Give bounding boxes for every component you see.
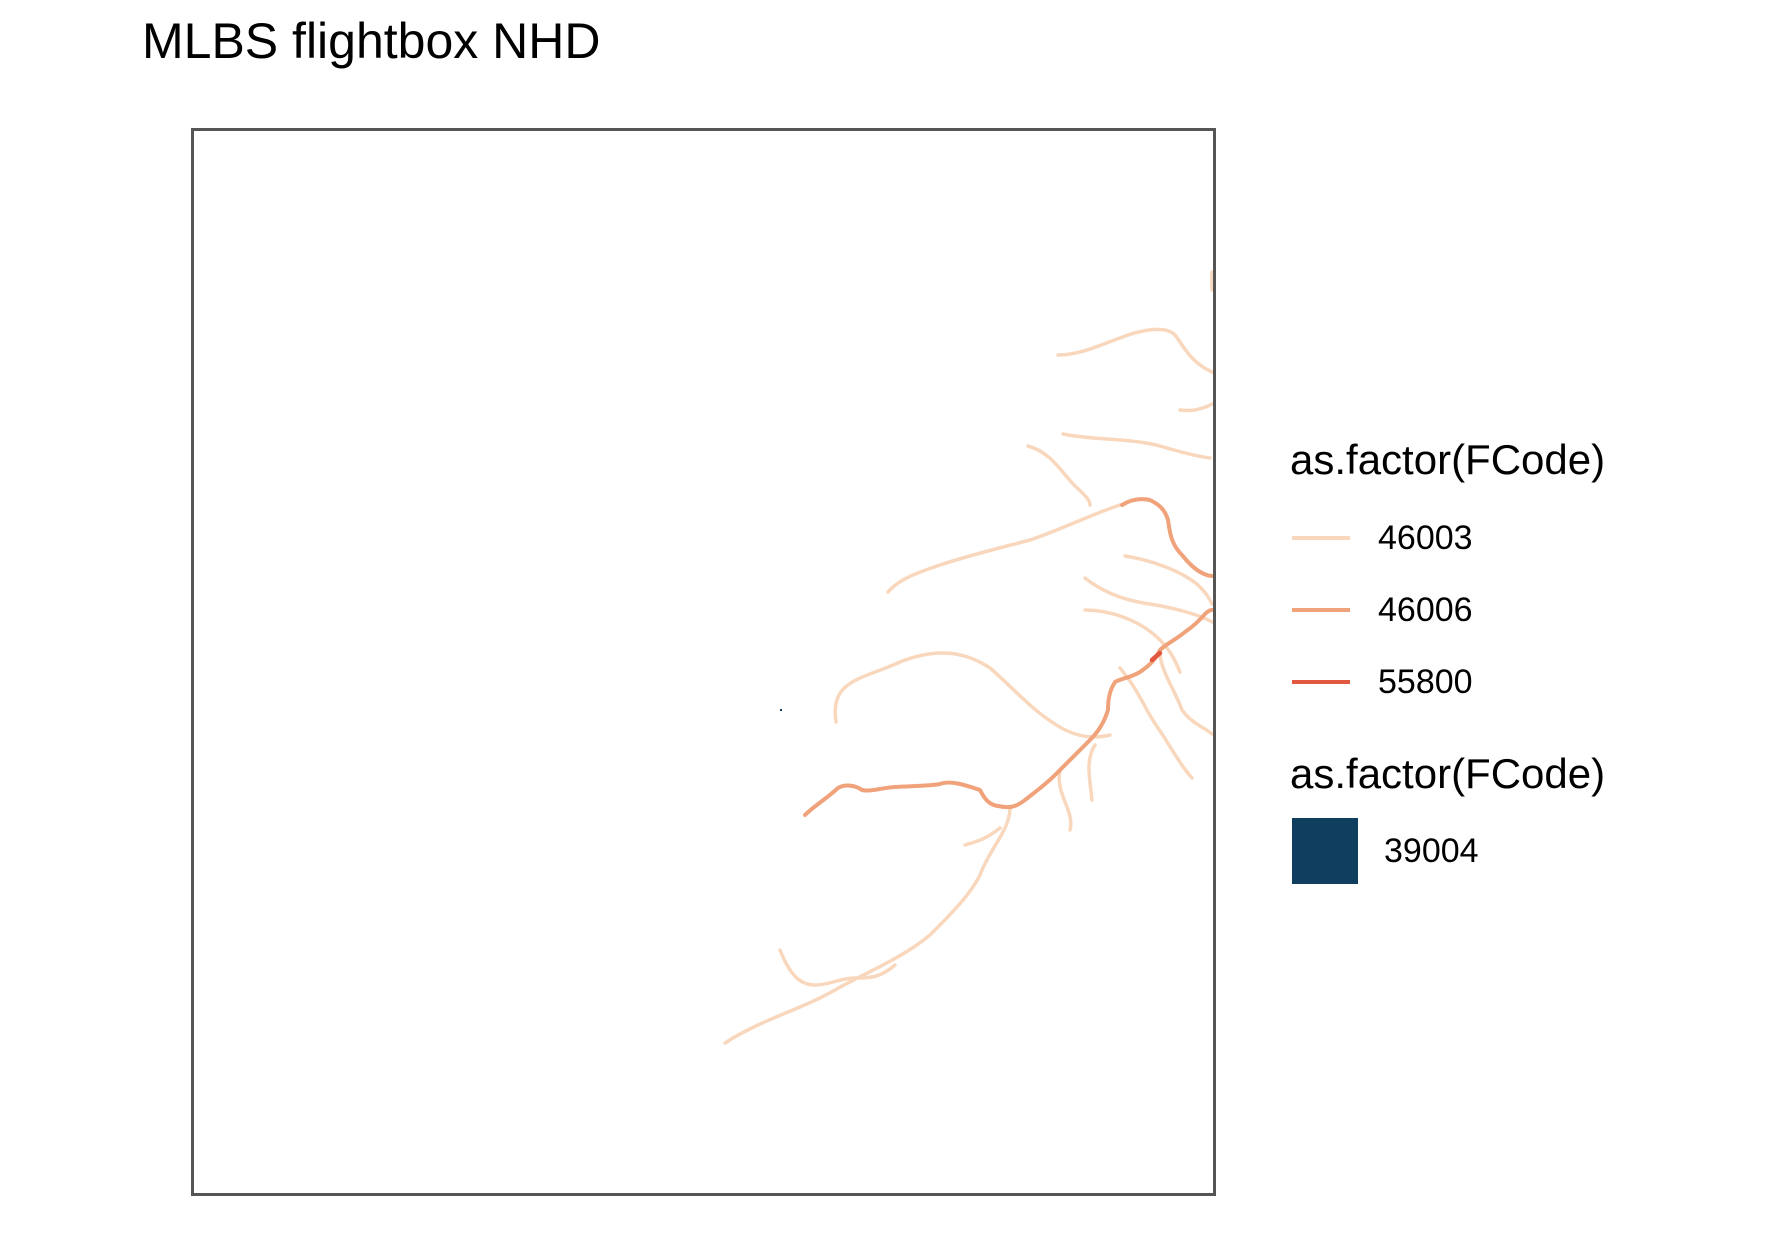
legend-key-swatch — [1292, 818, 1358, 884]
stream-46003 — [1083, 576, 1214, 624]
stream-46003 — [1083, 608, 1182, 674]
streams-55800 — [1149, 650, 1163, 663]
legend-item-46003: 46003 — [1292, 508, 1473, 568]
stream-46006 — [803, 608, 1214, 817]
stream-46003 — [723, 806, 1012, 1045]
stream-46003 — [1026, 444, 1092, 507]
streams-46003 — [723, 270, 1214, 1045]
stream-46003 — [1123, 554, 1214, 606]
stream-46003 — [1061, 432, 1212, 460]
stream-46003 — [1087, 743, 1097, 802]
legend-lines-title: as.factor(FCode) — [1290, 436, 1606, 483]
stream-55800 — [1149, 650, 1163, 663]
legend-item-46006: 46006 — [1292, 580, 1473, 640]
legend-fill-title: as.factor(FCode) — [1290, 750, 1606, 797]
legend-label: 55800 — [1378, 662, 1473, 701]
legend-key-line — [1292, 680, 1350, 684]
streams-46006 — [803, 497, 1214, 817]
legend-key-line — [1292, 608, 1350, 612]
stream-46003 — [1057, 768, 1073, 832]
stream-46003 — [963, 826, 1002, 847]
stream-46003 — [1056, 327, 1214, 374]
map-frame — [191, 128, 1216, 1196]
stream-46003 — [1178, 402, 1214, 413]
stream-46003 — [833, 651, 1112, 739]
stream-46003 — [886, 503, 1122, 594]
legend-key-line — [1292, 536, 1350, 540]
stream-46003 — [778, 948, 897, 987]
waterbody-39004 — [780, 709, 782, 711]
stream-46003 — [1118, 666, 1194, 780]
stream-46006 — [1120, 497, 1214, 578]
legend-label: 46006 — [1378, 590, 1473, 629]
legend-item-55800: 55800 — [1292, 652, 1473, 712]
legend-label: 46003 — [1378, 518, 1473, 557]
stream-46003 — [1158, 650, 1214, 736]
legend-item-39004: 39004 — [1292, 818, 1479, 884]
legend-label: 39004 — [1384, 831, 1479, 870]
plot-title: MLBS flightbox NHD — [142, 13, 601, 69]
